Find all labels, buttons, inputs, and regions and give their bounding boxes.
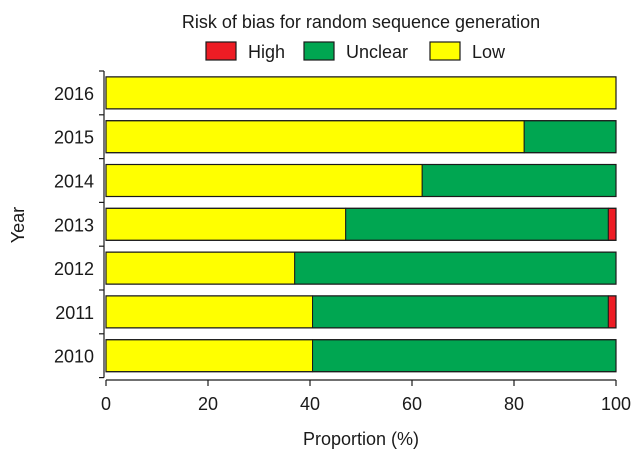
bar-outline-2014 — [105, 163, 617, 198]
x-tick-label-80: 80 — [504, 394, 524, 414]
y-tick-label-2012: 2012 — [54, 259, 94, 279]
y-tick-label-2016: 2016 — [54, 84, 94, 104]
bar-2015-unclear — [523, 120, 617, 154]
x-tick-label-20: 20 — [198, 394, 218, 414]
bar-2013-unclear — [345, 207, 609, 241]
bar-2014-unclear — [421, 164, 617, 197]
chart-title: Risk of bias for random sequence generat… — [182, 12, 540, 32]
bar-2011-low — [105, 295, 314, 329]
bar-2011-unclear — [312, 295, 609, 329]
bar-outline-2016 — [105, 76, 617, 110]
y-tick-label-2011: 2011 — [55, 303, 94, 323]
legend-swatch-high — [205, 41, 237, 61]
legend: High Unclear Low — [205, 41, 506, 62]
y-axis: 2016 2015 2014 2013 2012 2011 2010 — [54, 70, 105, 379]
bar-2016-low — [105, 76, 617, 110]
x-tick-label-0: 0 — [101, 394, 111, 414]
x-axis: 0 20 40 60 80 100 — [101, 379, 631, 414]
bar-outline-2012 — [105, 251, 617, 285]
bar-outline-2011 — [105, 295, 617, 329]
y-axis-label: Year — [8, 207, 28, 243]
y-tick-label-2014: 2014 — [54, 172, 94, 192]
bar-2012-low — [105, 251, 296, 285]
bar-2013-high — [607, 207, 617, 241]
legend-label-unclear: Unclear — [346, 42, 408, 62]
bar-2014-low — [105, 164, 423, 197]
bar-outline-2013 — [105, 207, 617, 241]
bar-2015-low — [105, 120, 525, 154]
x-tick-label-40: 40 — [300, 394, 320, 414]
bar-2012-unclear — [294, 251, 617, 285]
bar-2013-low — [105, 207, 347, 241]
bars — [105, 76, 617, 373]
x-tick-label-60: 60 — [402, 394, 422, 414]
legend-label-low: Low — [472, 42, 506, 62]
y-tick-label-2010: 2010 — [54, 347, 94, 367]
legend-swatch-unclear — [303, 41, 335, 61]
legend-swatch-low — [429, 41, 461, 61]
bar-outline-2015 — [105, 120, 617, 154]
bar-2010-low — [105, 339, 314, 373]
legend-label-high: High — [248, 42, 285, 62]
y-tick-label-2015: 2015 — [54, 128, 94, 148]
x-axis-label: Proportion (%) — [303, 429, 419, 449]
bar-2010-unclear — [312, 339, 617, 373]
x-tick-label-100: 100 — [601, 394, 631, 414]
bar-2011-high — [607, 295, 617, 329]
y-tick-label-2013: 2013 — [54, 215, 94, 235]
bar-outline-2010 — [105, 339, 617, 373]
